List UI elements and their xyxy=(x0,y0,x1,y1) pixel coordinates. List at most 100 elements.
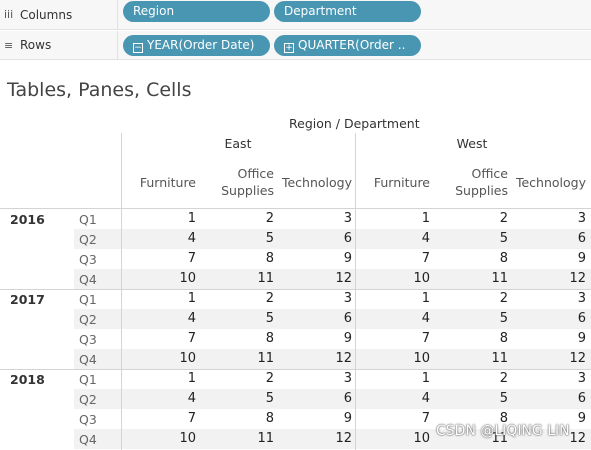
table-cell: 1 xyxy=(187,211,196,226)
quarter-label: Q1 xyxy=(79,212,97,227)
pill-year-order-date[interactable]: − YEAR(Order Date) xyxy=(123,35,270,56)
table-cell: 9 xyxy=(343,251,352,266)
table-cell: 2 xyxy=(499,371,508,386)
divider-region-mid xyxy=(355,133,356,450)
table-cell: 6 xyxy=(343,391,352,406)
table-cell: 4 xyxy=(421,391,430,406)
table-cell: 3 xyxy=(577,211,586,226)
table-cell: 4 xyxy=(421,231,430,246)
table-cell: 8 xyxy=(499,411,508,426)
quarter-label: Q2 xyxy=(79,312,97,327)
department-header: Technology xyxy=(511,174,586,191)
quarter-label: Q3 xyxy=(79,252,97,267)
quarter-label: Q1 xyxy=(79,372,97,387)
table-cell: 4 xyxy=(421,311,430,326)
table-cell: 2 xyxy=(499,211,508,226)
table-cell: 5 xyxy=(265,231,274,246)
viz-title: Tables, Panes, Cells xyxy=(7,79,192,101)
table-cell: 3 xyxy=(343,291,352,306)
table-cell: 9 xyxy=(343,411,352,426)
row-band xyxy=(74,269,591,289)
column-header-title: Region / Department xyxy=(289,116,420,131)
table-cell: 9 xyxy=(577,411,586,426)
table-cell: 5 xyxy=(265,311,274,326)
department-header: Office Supplies xyxy=(433,165,508,199)
table-cell: 10 xyxy=(413,351,430,366)
department-header-line: Technology xyxy=(281,175,352,190)
department-header: Furniture xyxy=(121,174,196,191)
table-cell: 1 xyxy=(421,371,430,386)
region-header: West xyxy=(456,136,488,151)
table-cell: 11 xyxy=(491,351,508,366)
pill-quarter-text: QUARTER(Order .. xyxy=(298,38,406,52)
quarter-label: Q4 xyxy=(79,432,97,447)
table-cell: 9 xyxy=(577,251,586,266)
rows-shelf-label: ≡ Rows xyxy=(0,31,118,59)
row-band xyxy=(74,389,591,409)
region-header: East xyxy=(224,136,252,151)
quarter-label: Q1 xyxy=(79,292,97,307)
divider-header xyxy=(0,208,591,209)
table-cell: 12 xyxy=(335,271,352,286)
table-cell: 10 xyxy=(413,431,430,446)
year-label: 2016 xyxy=(10,212,45,227)
department-header-line: Office xyxy=(237,166,275,181)
table-cell: 7 xyxy=(187,411,196,426)
table-cell: 7 xyxy=(187,331,196,346)
table-cell: 10 xyxy=(413,271,430,286)
pill-region[interactable]: Region xyxy=(123,1,270,22)
table-cell: 11 xyxy=(257,351,274,366)
columns-shelf: iii Columns Region Department xyxy=(0,0,591,30)
table-cell: 6 xyxy=(343,231,352,246)
collapse-icon[interactable]: − xyxy=(133,43,143,53)
table-cell: 11 xyxy=(491,271,508,286)
year-label: 2018 xyxy=(10,372,45,387)
quarter-label: Q4 xyxy=(79,272,97,287)
table-cell: 1 xyxy=(187,371,196,386)
department-header: Office Supplies xyxy=(199,165,274,199)
columns-shelf-label: iii Columns xyxy=(0,0,118,29)
department-header-line: Technology xyxy=(515,175,586,190)
watermark: CSDN @LIQING LIN xyxy=(436,423,570,439)
table-cell: 12 xyxy=(569,271,586,286)
pill-department-text: Department xyxy=(284,4,357,18)
row-band xyxy=(74,429,591,449)
columns-label-text: Columns xyxy=(20,7,73,22)
table-cell: 8 xyxy=(499,251,508,266)
table-cell: 2 xyxy=(499,291,508,306)
table-cell: 1 xyxy=(187,291,196,306)
quarter-label: Q4 xyxy=(79,352,97,367)
rows-shelf: ≡ Rows − YEAR(Order Date) + QUARTER(Order … xyxy=(0,31,591,60)
department-header: Technology xyxy=(277,174,352,191)
table-cell: 5 xyxy=(499,311,508,326)
quarter-label: Q2 xyxy=(79,392,97,407)
table-cell: 10 xyxy=(179,271,196,286)
pill-quarter-order-date[interactable]: + QUARTER(Order .. xyxy=(274,35,421,56)
divider-year-2017 xyxy=(0,289,591,290)
pill-department[interactable]: Department xyxy=(274,1,421,22)
divider-region-left xyxy=(121,133,122,450)
table-cell: 6 xyxy=(577,311,586,326)
row-band xyxy=(74,229,591,249)
quarter-label: Q2 xyxy=(79,232,97,247)
divider-year-2018 xyxy=(0,369,591,370)
expand-icon[interactable]: + xyxy=(284,43,294,53)
table-cell: 3 xyxy=(577,371,586,386)
table-cell: 7 xyxy=(187,251,196,266)
table-cell: 9 xyxy=(343,331,352,346)
department-header-line: Office xyxy=(471,166,509,181)
row-band xyxy=(74,309,591,329)
table-cell: 8 xyxy=(265,411,274,426)
table-cell: 10 xyxy=(179,351,196,366)
table-cell: 10 xyxy=(179,431,196,446)
table-cell: 12 xyxy=(569,351,586,366)
pill-region-text: Region xyxy=(133,4,175,18)
table-cell: 4 xyxy=(187,391,196,406)
table-cell: 8 xyxy=(265,331,274,346)
table-cell: 2 xyxy=(265,371,274,386)
table-cell: 3 xyxy=(577,291,586,306)
table-cell: 3 xyxy=(343,211,352,226)
table-cell: 4 xyxy=(187,311,196,326)
table-cell: 2 xyxy=(265,291,274,306)
table-cell: 12 xyxy=(335,431,352,446)
